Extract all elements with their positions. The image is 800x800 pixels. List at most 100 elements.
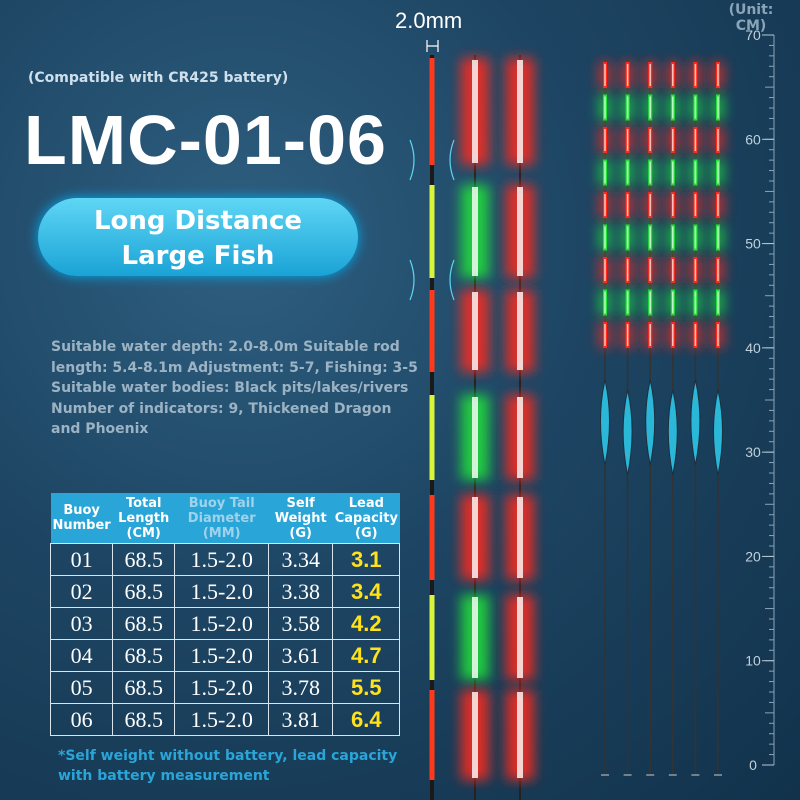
- badge: [38, 198, 358, 276]
- ruler-label: 10: [745, 653, 761, 669]
- float-core: [717, 291, 719, 314]
- float-core: [672, 64, 674, 86]
- table-cell: 1.5-2.0: [174, 639, 270, 672]
- footnote-line: with battery measurement: [58, 768, 270, 784]
- table-cell: 01: [49, 543, 114, 576]
- float-core: [694, 291, 697, 314]
- float-core: [672, 129, 674, 151]
- unit: (Unit: CM): [728, 2, 774, 34]
- float-core: [649, 259, 651, 281]
- table-row: 03 68.5 1.5-2.0 3.58 4.2: [49, 607, 401, 640]
- float-core: [694, 129, 697, 151]
- stick-segment: [429, 185, 435, 278]
- table-cell: 68.5: [112, 575, 176, 608]
- table-cell: 68.5: [112, 543, 176, 576]
- table-cell: 05: [49, 671, 114, 704]
- table-cell: 5.5: [332, 671, 401, 704]
- table-cell: 1.5-2.0: [174, 575, 270, 608]
- float-core: [717, 324, 719, 346]
- float-core: [717, 161, 719, 184]
- float-body: [600, 379, 610, 466]
- dimension: 2.0mm: [395, 8, 463, 33]
- table-row: 02 68.5 1.5-2.0 3.38 3.4: [49, 575, 401, 608]
- float-core: [672, 259, 674, 281]
- float-core: [649, 161, 651, 184]
- description-line: Suitable water depth: 2.0-8.0m Suitable …: [51, 339, 400, 355]
- table-cell: 4.7: [332, 639, 401, 672]
- float-core: [672, 96, 674, 119]
- float-core: [672, 226, 674, 249]
- float-core: [672, 161, 674, 184]
- float-core: [717, 129, 719, 151]
- float-core: [649, 291, 651, 314]
- float-core: [672, 291, 674, 314]
- float-body: [645, 379, 656, 466]
- glow-core: [472, 497, 478, 578]
- float-core: [604, 64, 606, 86]
- table-cell: 3.81: [268, 703, 334, 736]
- table-cell: 3.61: [268, 639, 334, 672]
- float-core: [649, 129, 651, 151]
- ruler-label: 70: [745, 27, 761, 43]
- table-row: 06 68.5 1.5-2.0 3.81 6.4: [49, 703, 401, 736]
- float-core: [717, 96, 719, 119]
- float-core: [604, 194, 606, 216]
- spec-table: Buoy Number Total Length (CM) Buoy Tail Di…: [49, 493, 401, 736]
- table-cell: 6.4: [332, 703, 401, 736]
- glow-core: [517, 692, 523, 778]
- float-core: [694, 226, 697, 249]
- float-core: [672, 194, 674, 216]
- ruler-label: 30: [745, 444, 761, 460]
- float-core: [717, 259, 719, 281]
- float-core: [649, 64, 651, 86]
- table-cell: 3.1: [332, 543, 401, 576]
- float-core: [604, 226, 606, 249]
- float-core: [604, 324, 606, 346]
- glow-core: [517, 60, 523, 163]
- description-line: Suitable water bodies: Black pits/lakes/…: [51, 380, 409, 396]
- float-core: [694, 64, 697, 86]
- table-row: 04 68.5 1.5-2.0 3.61 4.7: [49, 639, 401, 672]
- glow-core: [472, 692, 478, 778]
- column-header: Buoy Tail Diameter (MM): [174, 493, 269, 544]
- float-core: [717, 226, 719, 249]
- column-header: Buoy Number: [50, 493, 113, 544]
- float-core: [626, 291, 629, 314]
- float-core: [626, 96, 629, 119]
- description-line: length: 5.4-8.1m Adjustment: 5-7, Fishin…: [51, 359, 418, 376]
- float-core: [604, 259, 606, 281]
- float-core: [694, 161, 697, 184]
- table-cell: 1.5-2.0: [174, 671, 270, 704]
- table-cell: 68.5: [112, 671, 176, 704]
- table-cell: 3.4: [332, 575, 401, 608]
- float-body: [690, 379, 701, 466]
- table-cell: 1.5-2.0: [174, 607, 270, 640]
- float-core: [604, 129, 606, 151]
- glow-core: [517, 187, 523, 276]
- table-cell: 03: [49, 607, 114, 640]
- ruler-label: 60: [745, 131, 761, 147]
- table-cell: 3.58: [268, 607, 334, 640]
- float-core: [694, 96, 697, 119]
- table-cell: 3.34: [268, 543, 334, 576]
- float-body: [667, 389, 678, 476]
- glow-core: [472, 60, 478, 163]
- float-core: [717, 194, 719, 216]
- table-cell: 68.5: [112, 639, 176, 672]
- description-line: and Phoenix: [51, 421, 149, 437]
- float-core: [694, 259, 697, 281]
- glow-core: [517, 292, 523, 370]
- table-cell: 04: [49, 639, 114, 672]
- float-core: [604, 161, 606, 184]
- model: LMC-01-06: [24, 101, 387, 179]
- table-cell: 1.5-2.0: [174, 703, 270, 736]
- description: Suitable water depth: 2.0-8.0m Suitable …: [51, 337, 418, 440]
- float-core: [626, 64, 629, 86]
- dimension-marker: [426, 40, 439, 52]
- stick-segment: [429, 495, 435, 580]
- stick-deco: [409, 139, 455, 301]
- float-core: [626, 194, 629, 216]
- stick-segment: [429, 690, 435, 780]
- footnote-line: *Self weight without battery, lead capac…: [58, 748, 398, 764]
- glow-core: [472, 397, 478, 478]
